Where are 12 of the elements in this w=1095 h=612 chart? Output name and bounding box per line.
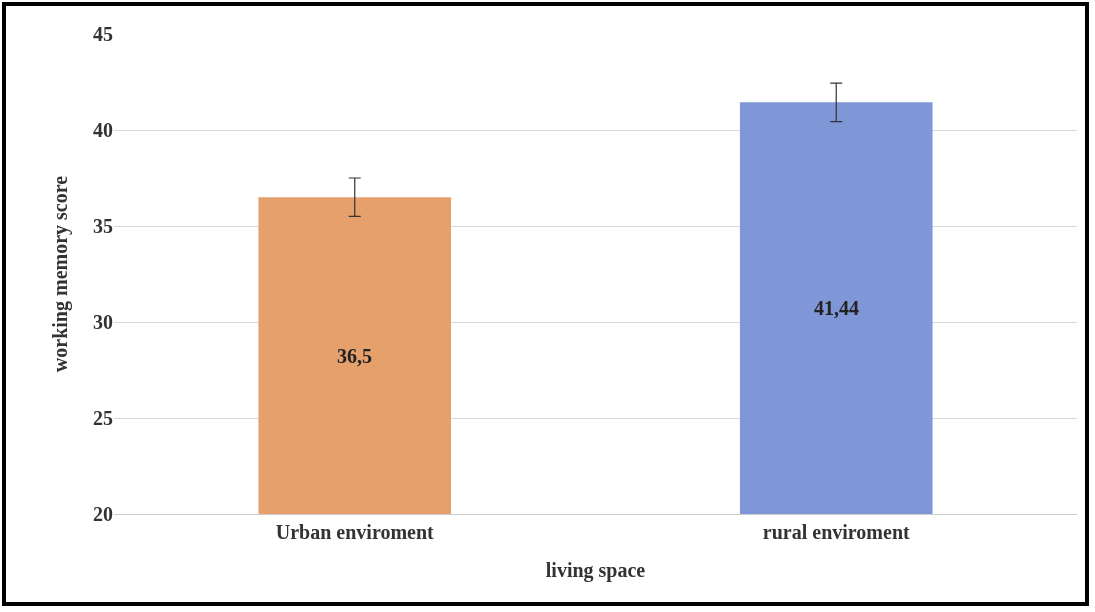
y-tick-label: 40 — [93, 119, 113, 141]
y-tick-label: 35 — [93, 215, 113, 237]
x-axis-title: living space — [545, 558, 646, 582]
y-tick-label: 20 — [93, 503, 113, 525]
y-tick-label: 45 — [93, 23, 113, 45]
y-axis-title: working memory score — [48, 175, 72, 373]
x-tick-label: Urban enviroment — [275, 521, 435, 543]
y-tick-label: 30 — [93, 311, 113, 333]
y-tick-label: 25 — [93, 407, 113, 429]
data-label: 41,44 — [814, 297, 859, 319]
x-tick-label: rural enviroment — [762, 521, 910, 543]
data-label: 36,5 — [337, 345, 372, 367]
